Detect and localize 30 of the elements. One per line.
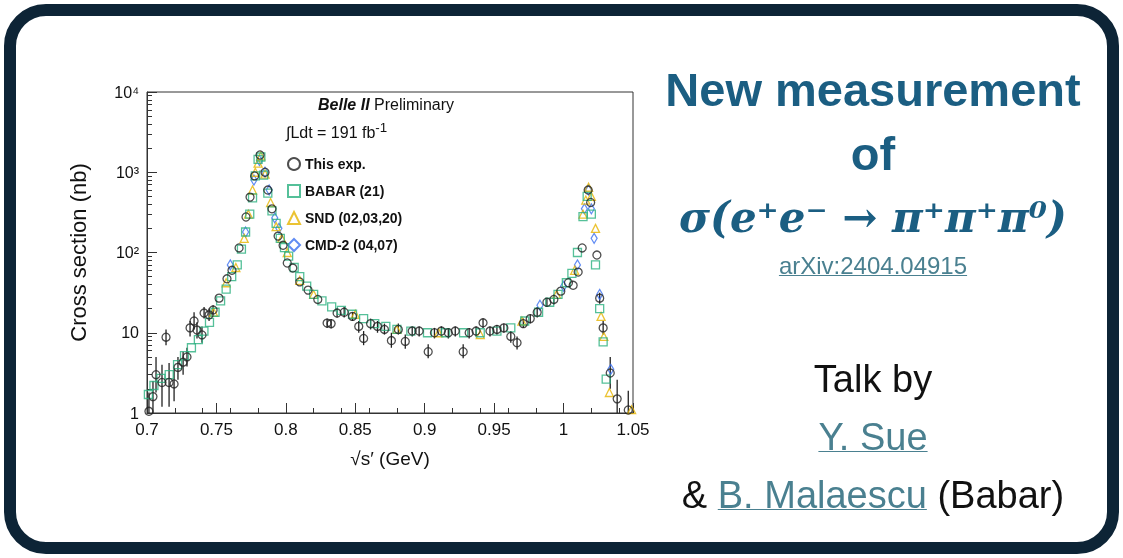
text: arXiv:2404.04915 (778, 252, 968, 279)
x-tick-label: 0.7 (135, 420, 159, 439)
y-tick-label: 10³ (115, 163, 140, 181)
text: B. Malaescu (717, 474, 927, 516)
x-tick-label: 0.8 (274, 420, 298, 439)
text: (Babar) (937, 474, 1065, 516)
x-axis-title: √s′ (GeV) (350, 448, 430, 469)
text: Talk by (812, 357, 934, 402)
text: Y. Sue (818, 416, 928, 458)
text: σ(e⁺e⁻ → π⁺π⁺π⁰) (678, 192, 1068, 244)
text: & (681, 474, 708, 516)
x-tick-label: 1 (558, 420, 569, 439)
legend-label: This exp. (305, 156, 366, 172)
x-tick-label: 0.85 (338, 420, 372, 439)
annotation: ∫Ldt = 191 fb$^{-1}$ (286, 120, 388, 143)
text: New measurement of (664, 62, 1082, 182)
legend-label: BABAR (21) (305, 183, 385, 199)
x-tick-label: 0.95 (477, 420, 511, 439)
x-tick-label: 0.9 (412, 420, 437, 439)
y-tick-label: 10² (115, 244, 140, 261)
y-tick-label: 10 (121, 324, 140, 342)
y-tick-label: 1 (130, 404, 140, 422)
annotation: Preliminary (374, 96, 455, 114)
legend-label: CMD-2 (04,07) (305, 237, 398, 253)
legend-label: SND (02,03,20) (305, 210, 403, 226)
annotation: Belle II (318, 96, 370, 114)
y-axis-title: Cross section (nb) (65, 163, 91, 342)
x-tick-label: 0.75 (199, 420, 233, 439)
y-tick-label: 10⁴ (114, 83, 140, 101)
x-tick-label: 1.05 (616, 420, 650, 439)
